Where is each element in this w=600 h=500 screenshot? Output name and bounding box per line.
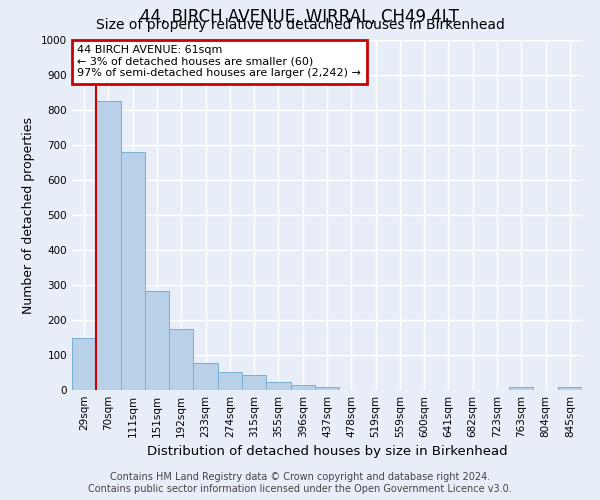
Bar xyxy=(242,376,266,390)
Bar xyxy=(193,362,218,390)
Bar xyxy=(558,387,582,390)
Bar xyxy=(169,329,193,390)
Bar xyxy=(509,387,533,390)
Text: Size of property relative to detached houses in Birkenhead: Size of property relative to detached ho… xyxy=(95,18,505,32)
Bar xyxy=(315,387,339,390)
Text: 44, BIRCH AVENUE, WIRRAL, CH49 4LT: 44, BIRCH AVENUE, WIRRAL, CH49 4LT xyxy=(140,8,460,26)
Bar xyxy=(121,152,145,390)
Bar xyxy=(266,382,290,390)
Bar xyxy=(96,101,121,390)
X-axis label: Distribution of detached houses by size in Birkenhead: Distribution of detached houses by size … xyxy=(146,446,508,458)
Bar xyxy=(145,291,169,390)
Bar xyxy=(290,386,315,390)
Text: 44 BIRCH AVENUE: 61sqm
← 3% of detached houses are smaller (60)
97% of semi-deta: 44 BIRCH AVENUE: 61sqm ← 3% of detached … xyxy=(77,46,361,78)
Text: Contains HM Land Registry data © Crown copyright and database right 2024.
Contai: Contains HM Land Registry data © Crown c… xyxy=(88,472,512,494)
Bar xyxy=(218,372,242,390)
Y-axis label: Number of detached properties: Number of detached properties xyxy=(22,116,35,314)
Bar xyxy=(72,338,96,390)
